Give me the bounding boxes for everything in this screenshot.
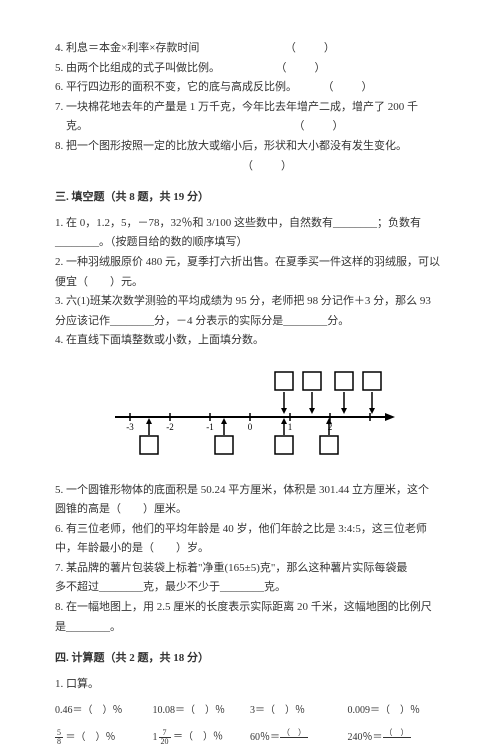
q2-5-paren: （ ） xyxy=(276,62,328,74)
calc-r2c4: 240％＝（ ） xyxy=(348,729,446,746)
q2-5: 5. 由两个比组成的式子叫做比例。 （ ） xyxy=(55,60,445,78)
q3-5-line1: 5. 一个圆锥形物体的底面积是 50.24 平方厘米，体积是 301.44 立方… xyxy=(55,482,445,500)
calc-r2c3: 60％＝（ ） xyxy=(250,729,348,746)
q3-4: 4. 在直线下面填整数或小数，上面填分数。 xyxy=(55,332,445,350)
q3-3-line1: 3. 六(1)班某次数学测验的平均成绩为 95 分，老师把 98 分记作＋3 分… xyxy=(55,293,445,311)
q3-1-line1: 1. 在 0，1.2，5，－78，32％和 3/100 这些数中，自然数有___… xyxy=(55,215,445,233)
calc-r1c1: 0.46＝（ ）％ xyxy=(55,703,153,719)
q3-7-line2: 多不超过________克，最少不少于________克。 xyxy=(55,579,445,597)
q3-6-line2: 中，年龄最小的是（ ）岁。 xyxy=(55,540,445,558)
q4-1: 1. 口算。 xyxy=(55,676,445,694)
section3-header: 三. 填空题（共 8 题，共 19 分） xyxy=(55,189,445,207)
q3-1-line2: ________。（按题目给的数的顺序填写） xyxy=(55,234,445,252)
q3-8-line1: 8. 在一幅地图上，用 2.5 厘米的长度表示实际距离 20 千米，这幅地图的比… xyxy=(55,599,445,617)
svg-text:-2: -2 xyxy=(166,422,174,432)
calc-row-2: 58 ＝（ ）％ 1720 ＝（ ）％ 60％＝（ ） 240％＝（ ） xyxy=(55,729,445,746)
svg-text:-1: -1 xyxy=(206,422,214,432)
q2-7-text1: 7. 一块棉花地去年的产量是 1 万千克，今年比去年增产二成，增产了 200 千 xyxy=(55,101,418,113)
upper-arrows xyxy=(281,392,375,414)
q3-6-line1: 6. 有三位老师，他们的平均年龄是 40 岁，他们年龄之比是 3:4:5，这三位… xyxy=(55,521,445,539)
axis-labels: -3 -2 -1 0 1 2 xyxy=(126,422,332,432)
q3-2-line1: 2. 一种羽绒服原价 480 元，夏季打六折出售。在夏季买一件这样的羽绒服，可以 xyxy=(55,254,445,272)
q3-7-line1: 7. 某品牌的薯片包装袋上标着"净重(165±5)克"，那么这种薯片实际每袋最 xyxy=(55,560,445,578)
q3-3-line2: 分应该记作________分，－4 分表示的实际分是________分。 xyxy=(55,313,445,331)
section4-header: 四. 计算题（共 2 题，共 18 分） xyxy=(55,650,445,668)
q2-7-paren: （ ） xyxy=(294,120,346,132)
q2-6-text: 6. 平行四边形的面积不变，它的底与高成反比例。 xyxy=(55,81,297,93)
q2-6-paren: （ ） xyxy=(323,81,375,93)
q2-7-text2: 克。 xyxy=(66,120,88,132)
calc-r1c2: 10.08＝（ ）％ xyxy=(153,703,251,719)
svg-text:0: 0 xyxy=(248,422,253,432)
axis-arrow xyxy=(385,413,395,421)
upper-boxes xyxy=(275,372,381,390)
q2-6: 6. 平行四边形的面积不变，它的底与高成反比例。 （ ） xyxy=(55,79,445,97)
q2-5-text: 5. 由两个比组成的式子叫做比例。 xyxy=(55,62,220,74)
svg-text:1: 1 xyxy=(288,422,293,432)
q2-8-text: 8. 把一个图形按照一定的比放大或缩小后，形状和大小都没有发生变化。 xyxy=(55,140,407,152)
q3-8-line2: 是________。 xyxy=(55,619,445,637)
svg-text:-3: -3 xyxy=(126,422,134,432)
lower-boxes xyxy=(140,436,338,454)
q2-4-paren: （ ） xyxy=(285,42,337,54)
q2-4: 4. 利息＝本金×利率×存款时间 （ ） xyxy=(55,40,445,58)
calc-row-1: 0.46＝（ ）％ 10.08＝（ ）％ 3＝（ ）％ 0.009＝（ ）％ xyxy=(55,703,445,719)
number-line-svg: -3 -2 -1 0 1 2 xyxy=(100,362,400,457)
q2-8: 8. 把一个图形按照一定的比放大或缩小后，形状和大小都没有发生变化。 xyxy=(55,138,445,156)
q2-4-text: 4. 利息＝本金×利率×存款时间 xyxy=(55,42,199,54)
number-line-diagram: -3 -2 -1 0 1 2 xyxy=(55,362,445,464)
q3-2-line2: 便宜（ ）元。 xyxy=(55,274,445,292)
calc-r1c4: 0.009＝（ ）％ xyxy=(348,703,446,719)
q2-7-line2: 克。 （ ） xyxy=(55,118,445,136)
calc-r2c2: 1720 ＝（ ）％ xyxy=(153,729,251,746)
lower-arrows xyxy=(146,418,332,435)
calc-r1c3: 3＝（ ）％ xyxy=(250,703,348,719)
q2-8-paren-line: （ ） xyxy=(55,158,445,176)
q2-7-line1: 7. 一块棉花地去年的产量是 1 万千克，今年比去年增产二成，增产了 200 千 xyxy=(55,99,445,117)
q3-5-line2: 圆锥的高是（ ）厘米。 xyxy=(55,501,445,519)
q2-8-paren: （ ） xyxy=(242,160,294,172)
calc-r2c1: 58 ＝（ ）％ xyxy=(55,729,153,746)
